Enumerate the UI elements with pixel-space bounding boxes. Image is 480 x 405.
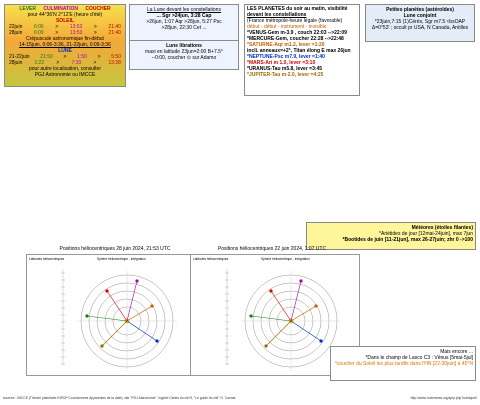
planet-ray bbox=[126, 320, 158, 342]
librations-box: Lune librations maxi en latitude 23jun=2… bbox=[129, 40, 239, 70]
moon-row: 21-22juin 21:50 >1:50 >5:50 bbox=[9, 54, 121, 60]
planets-box: LES PLANETES du soir au matin, visibilit… bbox=[244, 4, 360, 96]
footer-link[interactable]: http://www.rochestres.org/spip.php?rubri… bbox=[410, 396, 477, 400]
chart2-legend-left: Latitudes héliocentriques bbox=[193, 257, 229, 261]
orbit-diagram-1 bbox=[61, 269, 177, 371]
moon-row: 28juin 1:22 >7:10 >13:28 bbox=[9, 60, 121, 66]
footer: sources : IMCCE (Théorie planétaire INPO… bbox=[0, 396, 480, 400]
sun-row: 28juin 6:09 >13:53 >21:40 bbox=[9, 30, 121, 36]
planet-item: *MARS-Ari m 1.0, lever =3:10 bbox=[247, 60, 316, 66]
planet-ray bbox=[265, 320, 292, 347]
orbit-diagram-2 bbox=[225, 269, 341, 371]
twilight-dates: 14-15juin, 0:06-3:36, 21-22juin, 0:09-3:… bbox=[19, 42, 111, 48]
planet-marker bbox=[100, 344, 104, 348]
planet-item: *MERCURE-Gem, coucher 22:28 -->22:48 bbox=[247, 36, 344, 42]
planet-ray bbox=[126, 280, 138, 322]
meteors-line: *Bootides de juin [11-21jun], max 26-27j… bbox=[342, 237, 473, 243]
sun-moon-times-box: LEVER CULMINATION COUCHER pour 44°36'N 2… bbox=[4, 4, 126, 87]
planet-marker bbox=[135, 279, 139, 283]
localisation-note: pour autre localisation, consulter bbox=[29, 66, 101, 72]
planets-list: *VENUS-Gem m-3.9 , couch 22:03 -->22:09 *… bbox=[247, 30, 357, 78]
meteors-line: *Ariétides de jour [12mai-24juin], max 7… bbox=[379, 231, 473, 237]
planet-item: *VENUS-Gem m-3.9 , couch 22:03 -->22:09 bbox=[247, 30, 347, 36]
planet-item: *NEPTUNE-Psc m7.9, lever =1:40 bbox=[247, 54, 325, 60]
chart2-legend-right: Sphère héliocentrique - intégration bbox=[261, 257, 310, 261]
moon-line: >26jun, 1:07 Aqr >28jun, 5:27 Psc bbox=[146, 19, 222, 25]
asteroids-line: *23juin,7:15 (1)Cérès, Sgr m7.5 ≈bsOAP bbox=[374, 19, 466, 25]
planets-note: (France métropole-heure légale (favorabl… bbox=[247, 18, 343, 24]
planets-legend: début - début - instrument - invisible bbox=[247, 24, 327, 30]
planet-marker bbox=[269, 289, 273, 293]
asteroids-title: Petites planètes (astéroïdes) bbox=[386, 7, 454, 13]
planet-ray bbox=[270, 290, 292, 322]
planet-ray bbox=[290, 320, 322, 342]
asteroids-subtitle: Lune conjoint bbox=[403, 13, 437, 19]
location-note: pour 44°36'N 2°12'E (heure d'été) bbox=[27, 12, 103, 18]
culmination-header: CULMINATION bbox=[43, 6, 78, 12]
meteors-box: Météores (étoiles filantes) *Ariétides d… bbox=[306, 222, 476, 250]
chart1-title: Positions héliocentriques 28 juin 2024, … bbox=[59, 246, 171, 252]
planet-marker bbox=[150, 304, 154, 308]
planet-marker bbox=[85, 314, 89, 318]
planet-marker bbox=[249, 314, 253, 318]
planet-marker bbox=[319, 339, 323, 343]
moon-box-title: La Lune devant les constellations bbox=[147, 7, 221, 13]
planet-item: *URANUS-Tau m5.8, lever =3:45 bbox=[247, 66, 323, 72]
chart2-title: Positions héliocentriques 22 juin 2024, … bbox=[217, 246, 327, 252]
sun-row: 22juin 6:06 >13:53 >21:40 bbox=[9, 24, 121, 30]
more-title: Mais encore ... bbox=[440, 349, 473, 355]
heliocentric-chart-1: Latitudes héliocentriques Sphère hélioce… bbox=[26, 254, 196, 376]
planet-marker bbox=[264, 344, 268, 348]
more-box: Mais encore ... *Dans le champ de Lasco … bbox=[330, 346, 476, 381]
planet-ray bbox=[126, 305, 153, 322]
planet-marker bbox=[299, 279, 303, 283]
planet-ray bbox=[106, 290, 128, 322]
planet-item: *JUPITER-Tau m-2.0, lever =4:25 bbox=[247, 72, 324, 78]
chart1-legend-left: Latitudes héliocentriques bbox=[29, 257, 65, 261]
planet-item: *SATURNE-Aqr m1.2, lever =1:20 bbox=[247, 42, 325, 48]
planet-ray bbox=[250, 315, 292, 322]
asteroids-box: Petites planètes (astéroïdes) Lune conjo… bbox=[365, 4, 475, 42]
lever-header: LEVER bbox=[19, 6, 36, 12]
planet-ray bbox=[86, 315, 128, 322]
meteors-title: Météores (étoiles filantes) bbox=[411, 225, 473, 231]
times-header: LEVER CULMINATION COUCHER bbox=[7, 6, 123, 12]
more-line: *Dans le champ de Lasco C3 : Vénus [5mai… bbox=[365, 355, 473, 361]
librations-line: maxi en latitude 23jun=2:00 B+7.5° bbox=[145, 49, 223, 55]
soleil-label: SOLEIL bbox=[55, 18, 75, 24]
librations-title: Lune librations bbox=[166, 43, 202, 49]
asteroids-line: Δ=0°53' ; occult pr USA, N Canada, Antil… bbox=[371, 25, 469, 31]
footer-sources: sources : IMCCE (Théorie planétaire INPO… bbox=[3, 396, 236, 400]
planets-subtitle: devant les constellations bbox=[247, 12, 307, 18]
twilight-title: Crépuscule astronomique fin-début bbox=[26, 36, 104, 42]
planet-item: incli. anneaux=+2°, Titan élong E max 26… bbox=[247, 48, 351, 54]
planet-marker bbox=[105, 289, 109, 293]
planet-marker bbox=[155, 339, 159, 343]
planet-marker bbox=[314, 304, 318, 308]
planet-ray bbox=[290, 280, 302, 322]
moon-line: ... Sgr >24jun, 3:28 Cap bbox=[156, 13, 212, 19]
librations-line: --0:00, coucher ⊙ sur Adamo bbox=[151, 55, 217, 61]
coucher-header: COUCHER bbox=[85, 6, 111, 12]
chart1-legend-right: Sphère héliocentrique - intégration bbox=[97, 257, 146, 261]
lune-label: LUNE bbox=[58, 48, 72, 54]
moon-line: >28jun, 22:30 Cet ... bbox=[161, 25, 207, 31]
planet-ray bbox=[290, 305, 317, 322]
localisation-link[interactable]: PGJ Astronomie ou IMCCE bbox=[34, 72, 96, 78]
more-line: *coucher du Soleil les plus tardifs dans… bbox=[334, 361, 473, 367]
planet-ray bbox=[101, 320, 128, 347]
moon-constellations-box: La Lune devant les constellations ... Sg… bbox=[129, 4, 239, 44]
planets-title: LES PLANETES du soir au matin, visibilit… bbox=[247, 6, 348, 12]
